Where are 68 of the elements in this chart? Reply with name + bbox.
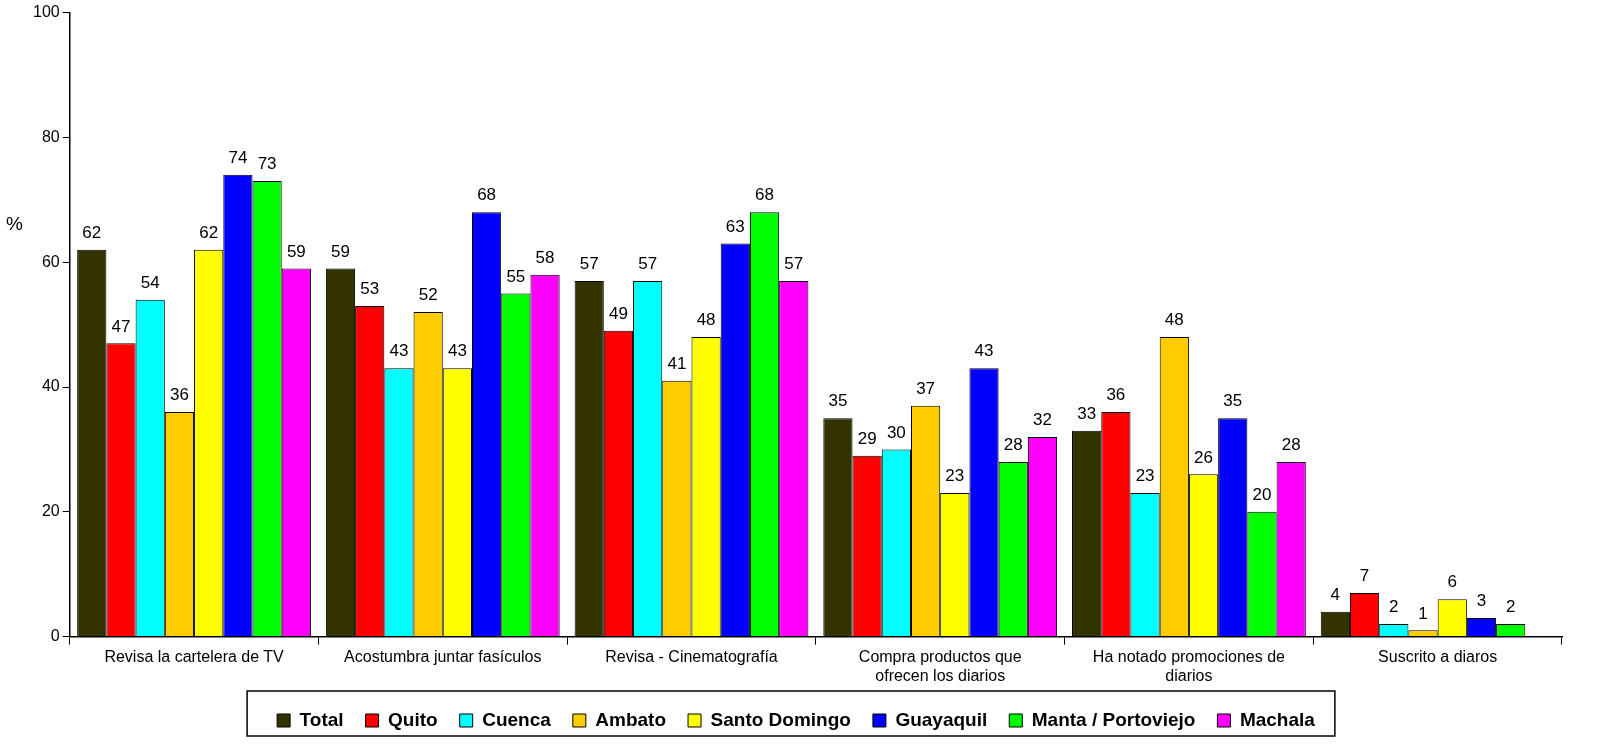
data-label: 3 (1476, 591, 1487, 611)
data-label: 68 (477, 185, 497, 205)
legend-label: Guayaquil (895, 708, 988, 730)
data-label: 58 (535, 247, 555, 267)
data-label: 52 (418, 285, 438, 305)
y-axis-title: % (6, 212, 23, 234)
y-tick-label: 20 (41, 502, 60, 520)
x-tick-label: Compra productos que ofrecen los diarios (858, 647, 1022, 684)
data-label: 1 (1418, 603, 1428, 623)
data-label: 43 (389, 341, 409, 361)
x-tick-label: Revisa - Cinematografía (605, 647, 778, 665)
data-label: 62 (82, 222, 102, 242)
data-label: 43 (447, 341, 467, 361)
y-tick-label: 80 (41, 127, 60, 145)
data-label: 57 (579, 254, 599, 274)
x-tick-label: Suscrito a diaros (1378, 647, 1498, 665)
data-label: 53 (360, 279, 380, 299)
data-label: 62 (199, 222, 219, 242)
legend-label: Ambato (595, 708, 667, 730)
data-label: 33 (1077, 403, 1097, 423)
data-label: 4 (1330, 584, 1341, 604)
y-tick-label: 60 (41, 252, 60, 270)
data-label: 28 (1003, 435, 1023, 455)
data-label: 73 (257, 154, 277, 174)
data-label: 26 (1194, 447, 1213, 467)
data-label: 54 (140, 272, 160, 292)
legend-label: Manta / Portoviejo (1031, 708, 1196, 730)
y-tick-label: 0 (50, 627, 60, 645)
data-label: 47 (111, 316, 131, 336)
data-label: 23 (1135, 466, 1155, 486)
data-label: 2 (1505, 597, 1516, 617)
data-label: 35 (828, 391, 848, 411)
data-label: 68 (755, 185, 775, 205)
data-label: 28 (1281, 435, 1301, 455)
legend-label: Machala (1239, 708, 1316, 730)
data-label: 48 (1164, 310, 1184, 330)
data-label: 59 (286, 241, 306, 261)
data-label: 29 (857, 428, 877, 448)
data-label: 55 (506, 266, 526, 286)
data-label: 43 (974, 341, 994, 361)
legend-label: Santo Domingo (710, 708, 851, 730)
data-label: 23 (945, 466, 965, 486)
x-tick-label: Ha notado promociones de diarios (1092, 647, 1286, 684)
legend-label: Total (299, 708, 344, 730)
legend-label: Quito (388, 708, 438, 730)
data-label: 7 (1359, 566, 1370, 586)
data-label: 63 (725, 216, 745, 236)
y-tick-label: 40 (41, 377, 60, 395)
data-label: 35 (1223, 391, 1243, 411)
legend-label: Cuenca (482, 708, 552, 730)
data-label: 2 (1389, 597, 1399, 617)
data-label: 74 (228, 148, 248, 168)
data-label: 20 (1252, 484, 1272, 504)
y-tick-label: 100 (32, 3, 60, 21)
data-label: 49 (608, 304, 628, 324)
data-label: 30 (886, 422, 906, 442)
data-label: 59 (331, 241, 350, 261)
data-label: 57 (784, 254, 804, 274)
data-label: 57 (638, 254, 658, 274)
x-tick-label: Revisa la cartelera de TV (104, 647, 285, 665)
data-label: 36 (1106, 385, 1126, 405)
data-label: 37 (916, 378, 936, 398)
x-tick-label: Acostumbra juntar fasículos (344, 647, 542, 665)
data-label: 36 (169, 385, 189, 405)
data-label: 32 (1033, 410, 1052, 430)
data-label: 41 (667, 353, 687, 373)
data-label: 48 (696, 310, 716, 330)
data-label: 6 (1447, 572, 1457, 592)
